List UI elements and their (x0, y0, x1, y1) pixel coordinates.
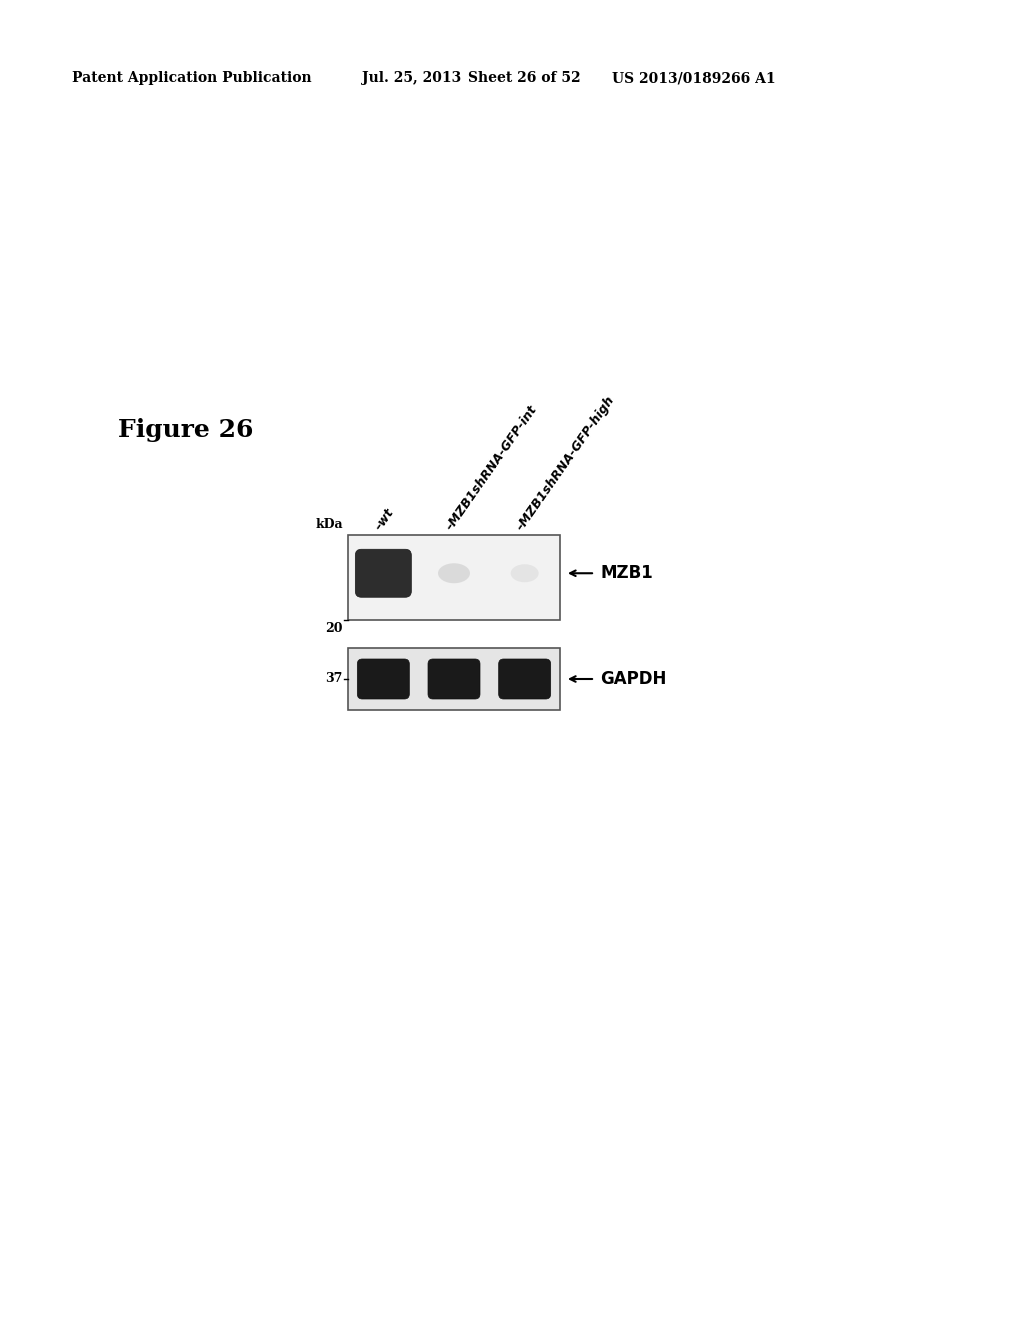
Bar (348, 648, 560, 710)
Bar (348, 535, 560, 620)
Text: –MZB1shRNA-GFP-int: –MZB1shRNA-GFP-int (443, 403, 540, 533)
Text: 37: 37 (326, 672, 343, 685)
Ellipse shape (511, 564, 539, 582)
Text: Patent Application Publication: Patent Application Publication (72, 71, 311, 84)
Text: kDa: kDa (315, 517, 343, 531)
Text: –MZB1shRNA-GFP-high: –MZB1shRNA-GFP-high (514, 393, 617, 533)
FancyBboxPatch shape (428, 659, 480, 700)
Text: US 2013/0189266 A1: US 2013/0189266 A1 (612, 71, 775, 84)
Text: –wt: –wt (373, 506, 397, 533)
Text: 20: 20 (326, 622, 343, 635)
Text: MZB1: MZB1 (600, 564, 652, 582)
Text: Sheet 26 of 52: Sheet 26 of 52 (468, 71, 581, 84)
Text: Jul. 25, 2013: Jul. 25, 2013 (362, 71, 461, 84)
Text: Figure 26: Figure 26 (118, 418, 253, 442)
FancyBboxPatch shape (499, 659, 551, 700)
FancyBboxPatch shape (357, 659, 410, 700)
Text: GAPDH: GAPDH (600, 671, 667, 688)
Ellipse shape (438, 564, 470, 583)
FancyBboxPatch shape (355, 549, 412, 597)
